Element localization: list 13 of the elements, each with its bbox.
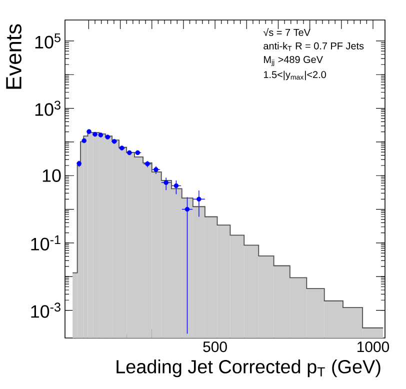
y-tick-label: 10$^{-3}$: [31, 302, 60, 318]
annotation: anti-k$_{T}$ R = 0.7 PF Jets: [264, 42, 364, 51]
x-tick-label: 500: [203, 342, 227, 352]
x-tick-label: 1000: [358, 342, 390, 352]
y-tick-label: 10: [42, 169, 61, 182]
y-tick-label: 10$^{5}$: [35, 33, 60, 49]
y-axis-title: Events: [6, 24, 22, 89]
annotation: 1.5<|y$_{max}$|<2.0: [264, 70, 326, 80]
y-tick-label: 10$^{-1}$: [31, 235, 60, 250]
x-axis-title: Leading Jet Corrected p$_{T}$ (GeV): [116, 360, 380, 378]
annotation: M$_{jj}$ >489 GeV: [264, 56, 323, 66]
annotation: √s = 7 TeV: [263, 28, 310, 36]
y-tick-label: 10$^{3}$: [35, 100, 60, 116]
